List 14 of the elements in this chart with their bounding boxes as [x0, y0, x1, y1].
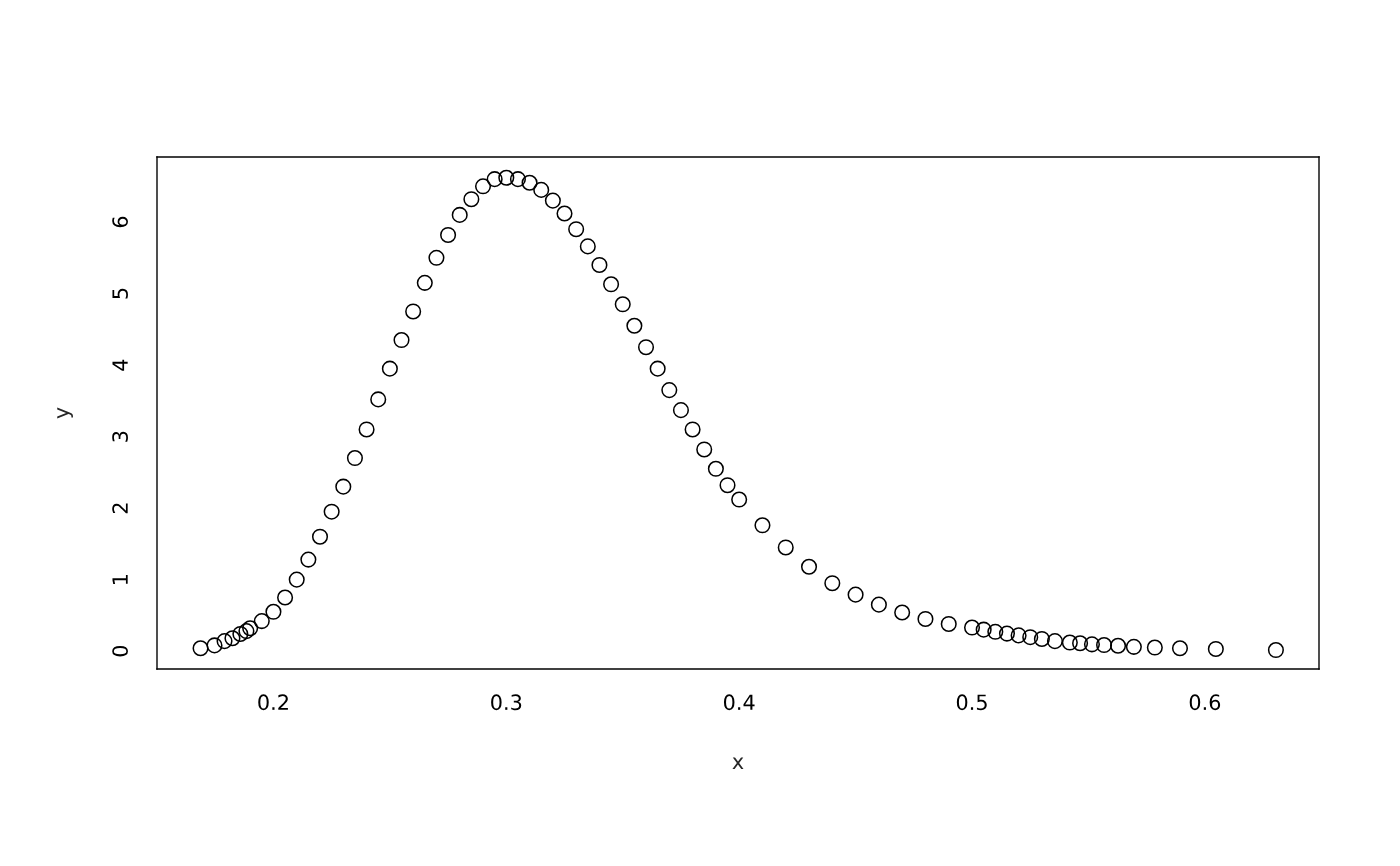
y-tick-label: 4 [112, 359, 128, 371]
x-tick-label: 0.6 [1189, 694, 1221, 711]
y-tick-label: 0 [112, 645, 128, 657]
x-tick-label: 0.5 [956, 694, 987, 711]
y-tick-label: 5 [112, 288, 128, 299]
y-tick-label: 1 [112, 574, 128, 584]
y-tick-label: 3 [112, 431, 128, 442]
y-tick-label: 2 [112, 503, 128, 514]
x-axis-title: x [732, 757, 744, 769]
y-axis-title: y [57, 407, 73, 419]
x-tick-label: 0.2 [258, 694, 288, 711]
y-tick-label: 6 [112, 216, 128, 228]
x-tick-label: 0.3 [491, 694, 522, 711]
x-tick-label: 0.4 [723, 694, 755, 711]
